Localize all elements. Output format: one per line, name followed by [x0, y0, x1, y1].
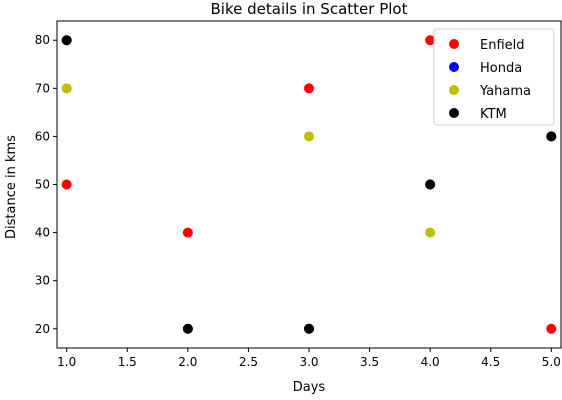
y-axis-label: Distance in kms [4, 135, 19, 239]
point-yahama-1 [304, 131, 314, 142]
legend-label-honda: Honda [480, 61, 522, 76]
chart-title: Bike details in Scatter Plot [211, 0, 408, 18]
y-tick-label: 30 [35, 274, 50, 288]
point-yahama-2 [425, 227, 436, 238]
point-enfield-0 [61, 179, 72, 190]
point-ktm-0 [61, 35, 72, 46]
legend-label-ktm: KTM [480, 107, 507, 122]
x-tick-label: 4.0 [421, 355, 440, 369]
legend-box [433, 28, 555, 126]
point-enfield-4 [546, 323, 557, 334]
y-tick-label: 20 [35, 322, 50, 336]
y-tick-label: 40 [35, 226, 50, 240]
x-tick-label: 1.0 [57, 355, 76, 369]
point-enfield-3 [425, 35, 436, 46]
x-tick-label: 5.0 [542, 355, 561, 369]
x-tick-label: 3.0 [299, 355, 318, 369]
point-yahama-0 [61, 83, 72, 94]
legend: Enfield Honda Yahama KTM [433, 28, 555, 126]
point-enfield-2 [304, 83, 314, 94]
point-ktm-1 [182, 323, 193, 334]
y-axis-ticks: 20 30 40 50 60 70 80 [35, 33, 57, 336]
point-enfield-1 [182, 227, 193, 238]
x-tick-label: 3.5 [360, 355, 379, 369]
x-tick-label: 2.0 [178, 355, 197, 369]
point-ktm-3 [425, 179, 436, 190]
x-axis-label: Days [293, 380, 326, 395]
legend-marker-enfield [449, 39, 459, 49]
point-ktm-4 [546, 131, 557, 142]
x-tick-label: 2.5 [239, 355, 258, 369]
y-tick-label: 80 [35, 33, 50, 47]
x-axis-ticks: 1.0 1.5 2.0 2.5 3.0 3.5 4.0 4.5 5.0 [57, 348, 561, 369]
x-tick-label: 4.5 [481, 355, 500, 369]
legend-marker-ktm [449, 108, 459, 118]
legend-marker-honda [449, 62, 459, 72]
x-tick-label: 1.5 [118, 355, 137, 369]
point-ktm-2 [304, 323, 314, 334]
legend-marker-yahama [449, 85, 459, 95]
y-tick-label: 70 [35, 81, 50, 95]
points-layer [61, 35, 557, 334]
legend-label-enfield: Enfield [480, 38, 525, 53]
legend-label-yahama: Yahama [479, 84, 531, 99]
y-tick-label: 60 [35, 129, 50, 143]
y-tick-label: 50 [35, 178, 50, 192]
